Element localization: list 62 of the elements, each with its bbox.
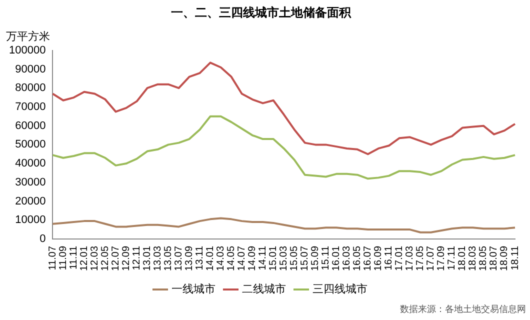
x-tick-label: 13.03: [152, 246, 164, 272]
x-tick-label: 15.03: [278, 246, 290, 272]
y-tick-label: 80000: [15, 82, 46, 94]
x-tick-label: 17.01: [394, 246, 406, 272]
x-tick-label: 12.11: [132, 246, 143, 270]
x-tick-label: 18.07: [488, 246, 500, 272]
x-tick-label: 12.01: [78, 246, 90, 272]
x-tick-label: 18.09: [499, 246, 510, 272]
x-tick-label: 17.07: [426, 246, 437, 272]
x-tick-label: 15.11: [320, 246, 332, 270]
y-tick-label: 60000: [15, 120, 46, 132]
x-tick-label: 13.05: [163, 246, 174, 272]
x-tick-label: 16.01: [331, 246, 342, 272]
x-tick-label: 16.07: [362, 246, 374, 272]
x-tick-label: 18.03: [468, 246, 479, 272]
x-tick-label: 14.05: [226, 246, 238, 272]
legend-label: 三四线城市: [312, 282, 368, 296]
x-tick-label: 18.05: [478, 246, 490, 272]
x-tick-label: 11.09: [58, 246, 69, 270]
x-tick-label: 12.07: [110, 246, 122, 272]
y-tick-label: 40000: [15, 158, 46, 170]
x-tick-label: 14.07: [236, 246, 248, 272]
y-tick-label: 30000: [15, 176, 46, 188]
y-axis-title: 万平方米: [6, 30, 50, 43]
x-tick-label: 18.01: [457, 246, 468, 272]
x-tick-label: 14.01: [205, 246, 216, 272]
source-note: 数据来源：各地土地交易信息网: [400, 304, 526, 316]
x-tick-label: 12.09: [121, 246, 132, 272]
x-tick-label: 16.11: [384, 246, 395, 270]
y-tick-label: 100000: [8, 44, 46, 56]
y-tick-label: 10000: [15, 214, 46, 226]
x-tick-label: 16.05: [352, 246, 364, 272]
x-tick-label: 15.07: [300, 246, 311, 272]
x-tick-label: 12.03: [89, 246, 100, 272]
y-tick-label: 70000: [15, 101, 46, 114]
y-tick-label: 20000: [15, 195, 46, 208]
x-tick-label: 13.11: [194, 246, 206, 270]
x-tick-label: 13.01: [142, 246, 154, 272]
x-tick-label: 14.11: [258, 246, 269, 270]
legend-label: 二线城市: [242, 282, 286, 296]
x-tick-label: 17.03: [404, 246, 416, 272]
x-tick-label: 13.09: [184, 246, 196, 272]
x-tick-label: 17.11: [446, 246, 458, 270]
x-tick-label: 16.09: [373, 246, 384, 272]
x-tick-label: 11.11: [68, 246, 80, 270]
y-tick-label: 50000: [15, 138, 46, 151]
x-tick-label: 15.05: [289, 246, 300, 272]
x-tick-label: 18.11: [510, 246, 521, 270]
y-tick-label: 90000: [15, 63, 46, 76]
x-tick-label: 16.03: [342, 246, 353, 272]
x-tick-label: 15.01: [268, 246, 280, 272]
x-tick-label: 17.05: [415, 246, 426, 272]
x-tick-label: 11.07: [47, 246, 58, 270]
x-tick-label: 12.05: [100, 246, 111, 272]
x-tick-label: 14.03: [216, 246, 227, 272]
x-tick-label: 17.09: [436, 246, 448, 272]
legend-label: 一线城市: [171, 282, 216, 296]
x-tick-label: 13.07: [174, 246, 185, 272]
x-tick-label: 14.09: [247, 246, 258, 272]
chart-title: 一、二、三四线城市土地储备面积: [171, 5, 352, 20]
y-tick-label: 0: [40, 233, 46, 246]
x-tick-label: 15.09: [310, 246, 322, 272]
